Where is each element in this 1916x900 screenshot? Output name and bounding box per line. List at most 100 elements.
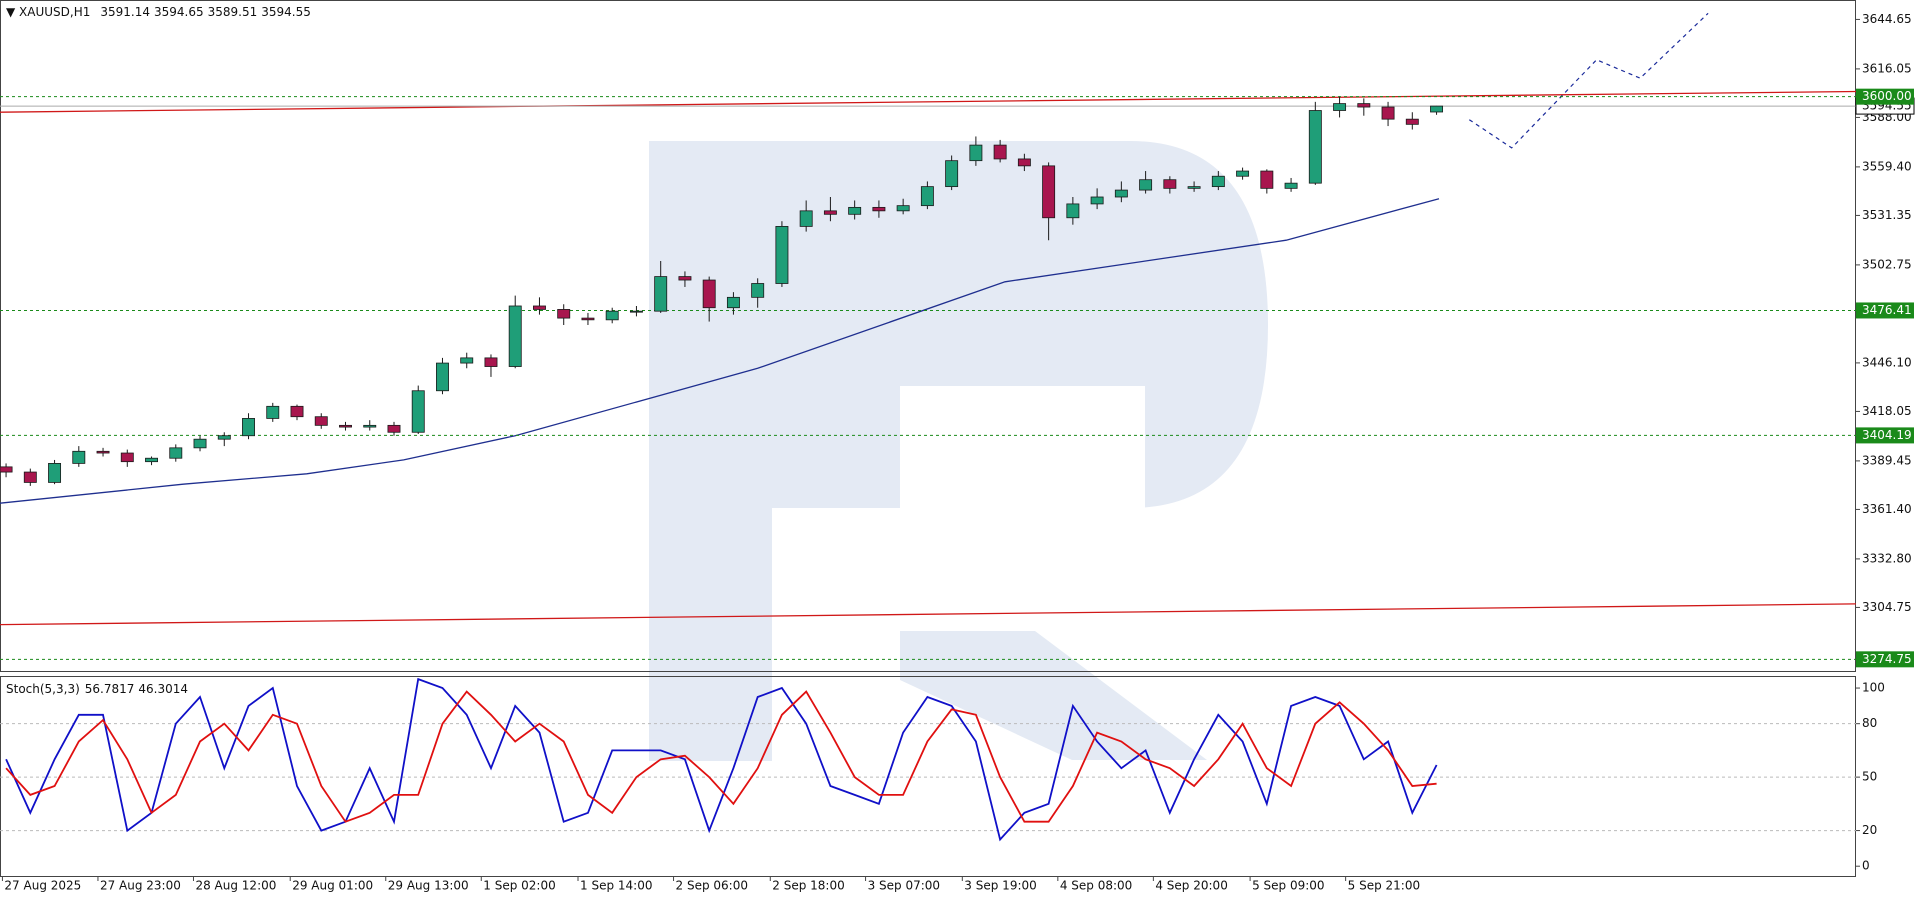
candle <box>411 385 425 435</box>
candle-body <box>920 186 934 207</box>
candle-body <box>605 310 619 321</box>
candle-body <box>702 279 716 309</box>
stoch-line <box>5 690 1437 823</box>
candle-body <box>1308 110 1322 184</box>
watermark <box>649 141 1268 761</box>
candle <box>848 200 862 220</box>
candle-body <box>1284 182 1298 189</box>
candle-body <box>823 210 837 215</box>
candle <box>1333 96 1347 118</box>
candle-body <box>1090 196 1104 205</box>
x-tick-label: 3 Sep 19:00 <box>964 879 1036 893</box>
x-tick-label: 29 Aug 13:00 <box>388 879 469 893</box>
x-tick-label: 2 Sep 06:00 <box>676 879 748 893</box>
y-tick-label: 3304.75 <box>1862 600 1912 614</box>
candle <box>945 155 959 191</box>
candle-body <box>508 305 522 367</box>
candle <box>508 295 522 369</box>
candle-body <box>629 310 643 313</box>
level-label: 3600.00 <box>1862 89 1912 103</box>
candle-body <box>1381 106 1395 120</box>
x-tick-label: 5 Sep 09:00 <box>1252 879 1324 893</box>
candle-body <box>751 283 765 298</box>
candle <box>1357 98 1371 116</box>
y-tick-label: 3332.80 <box>1862 551 1912 565</box>
symbol: XAUUSD,H1 <box>19 5 90 19</box>
candle <box>339 421 352 431</box>
forecast-line <box>1468 12 1709 149</box>
candle-body <box>242 418 255 437</box>
y-tick-label: 3644.65 <box>1862 12 1912 26</box>
candle-body <box>290 405 304 418</box>
candle-body <box>193 438 207 449</box>
candle <box>1139 171 1153 194</box>
candle <box>1284 177 1298 192</box>
x-tick-label: 3 Sep 07:00 <box>868 879 940 893</box>
candle <box>751 278 765 308</box>
candle <box>1187 181 1201 192</box>
candle <box>1236 167 1250 180</box>
candle-body <box>1236 170 1250 177</box>
candle-body <box>387 424 401 433</box>
x-tick-label: 1 Sep 14:00 <box>580 879 652 893</box>
candle-body <box>896 205 910 212</box>
candle-body <box>436 362 449 392</box>
candle-body <box>339 424 352 428</box>
level-box <box>1856 302 1914 319</box>
candle-body <box>266 405 280 419</box>
y-tick-label: 3446.10 <box>1862 355 1912 369</box>
level-box <box>1856 651 1914 668</box>
candle <box>993 139 1007 163</box>
candle <box>581 312 595 326</box>
menu-arrow: ▼ <box>6 5 19 19</box>
candle <box>1381 101 1395 127</box>
candle <box>314 413 328 429</box>
x-tick-label: 2 Sep 18:00 <box>772 879 844 893</box>
x-tick-label: 27 Aug 23:00 <box>100 879 181 893</box>
candle-body <box>1357 103 1371 108</box>
candle <box>193 435 207 452</box>
trend-line <box>0 603 1857 626</box>
y-tick-label: 3361.40 <box>1862 502 1912 516</box>
candle <box>629 305 643 317</box>
candle <box>96 447 110 457</box>
candle <box>436 357 449 395</box>
y-tick-label: 3559.40 <box>1862 159 1912 173</box>
candle-body <box>120 452 134 463</box>
trend-line <box>0 90 1857 113</box>
candle-body <box>848 206 862 215</box>
candle <box>120 449 134 467</box>
y-tick-label: 20 <box>1862 823 1877 837</box>
candle <box>799 200 813 232</box>
watermark-stem <box>649 141 772 761</box>
y-tick-label: 50 <box>1862 770 1877 784</box>
candle-body <box>678 276 692 281</box>
candle-body <box>654 276 668 312</box>
candle-body <box>217 435 231 440</box>
candle <box>1017 153 1031 172</box>
candle-body <box>96 450 110 454</box>
candle-body <box>1187 186 1201 189</box>
candle <box>1114 181 1128 203</box>
high: 3594.65 <box>154 5 204 19</box>
candle-body <box>411 390 425 433</box>
candle <box>460 352 474 369</box>
y-tick-label: 3531.35 <box>1862 208 1912 222</box>
candle-body <box>775 226 789 284</box>
candle-body <box>145 457 158 463</box>
candle <box>775 221 789 287</box>
candle <box>266 402 280 422</box>
candle <box>654 261 668 313</box>
candle <box>290 404 304 421</box>
candle-body <box>969 144 983 162</box>
candle <box>823 197 837 222</box>
x-tick-label: 4 Sep 08:00 <box>1060 879 1132 893</box>
candle-body <box>1211 175 1225 188</box>
candle <box>1211 171 1225 191</box>
y-tick-label: 0 <box>1862 859 1870 873</box>
candle <box>1405 112 1419 130</box>
candle <box>1260 169 1274 194</box>
candle <box>72 446 86 467</box>
